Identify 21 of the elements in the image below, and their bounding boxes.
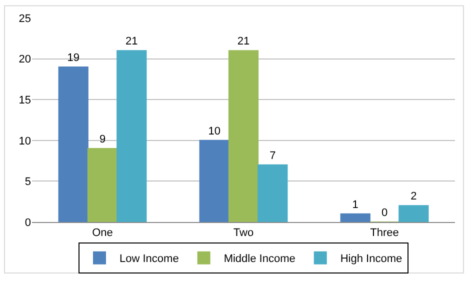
data-label: 21 — [237, 36, 250, 48]
y-tick-label: 10 — [18, 135, 31, 148]
y-tick-label: 5 — [24, 176, 31, 188]
data-label: 2 — [410, 190, 417, 203]
x-tick-label: Two — [233, 227, 254, 240]
x-tick-label: One — [92, 227, 113, 240]
y-tick-label: 0 — [24, 216, 31, 229]
legend-label: Low Income — [120, 253, 179, 266]
data-label: 10 — [208, 125, 220, 138]
data-label: 1 — [352, 198, 358, 211]
legend-label: Middle Income — [224, 253, 296, 266]
data-label: 7 — [270, 150, 276, 162]
data-label: 21 — [126, 36, 138, 48]
x-tick-label: Three — [370, 227, 399, 240]
data-label: 19 — [67, 52, 80, 64]
data-label: 0 — [381, 207, 388, 219]
y-tick-label: 20 — [18, 54, 31, 66]
legend-label: High Income — [340, 253, 402, 266]
y-tick-label: 25 — [18, 12, 31, 25]
y-tick-label: 15 — [18, 94, 31, 106]
data-label: 9 — [99, 134, 106, 146]
